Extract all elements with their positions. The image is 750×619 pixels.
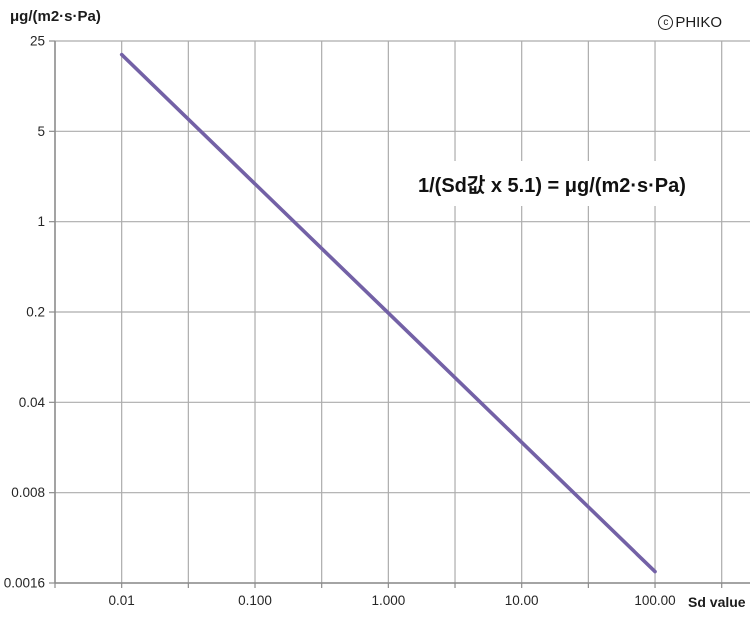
x-tick-label: 0.01	[109, 593, 135, 608]
copyright-icon: c	[658, 15, 674, 30]
formula-annotation: 1/(Sd값 x 5.1) = μg/(m2·s·Pa)	[402, 161, 700, 206]
formula-annotation-text: 1/(Sd값 x 5.1) = μg/(m2·s·Pa)	[418, 175, 686, 197]
y-tick-label: 25	[30, 34, 45, 49]
x-axis-title: Sd value	[688, 594, 746, 610]
x-tick-label: 100.00	[634, 593, 675, 608]
y-axis-title: μg/(m2·s·Pa)	[10, 8, 101, 25]
data-line	[119, 52, 657, 574]
y-tick-label: 1	[37, 214, 45, 229]
x-tick-label: 0.100	[238, 593, 272, 608]
y-tick-label: 0.0016	[4, 576, 45, 591]
y-tick-label: 0.2	[26, 305, 45, 320]
y-tick-label: 0.04	[19, 395, 46, 410]
y-tick-label: 0.008	[11, 485, 45, 500]
copyright-name: PHIKO	[675, 14, 722, 31]
x-tick-label: 10.00	[505, 593, 539, 608]
y-tick-label: 5	[37, 124, 45, 139]
copyright-watermark: c PHIKO	[658, 14, 722, 31]
x-tick-label: 1.000	[371, 593, 405, 608]
